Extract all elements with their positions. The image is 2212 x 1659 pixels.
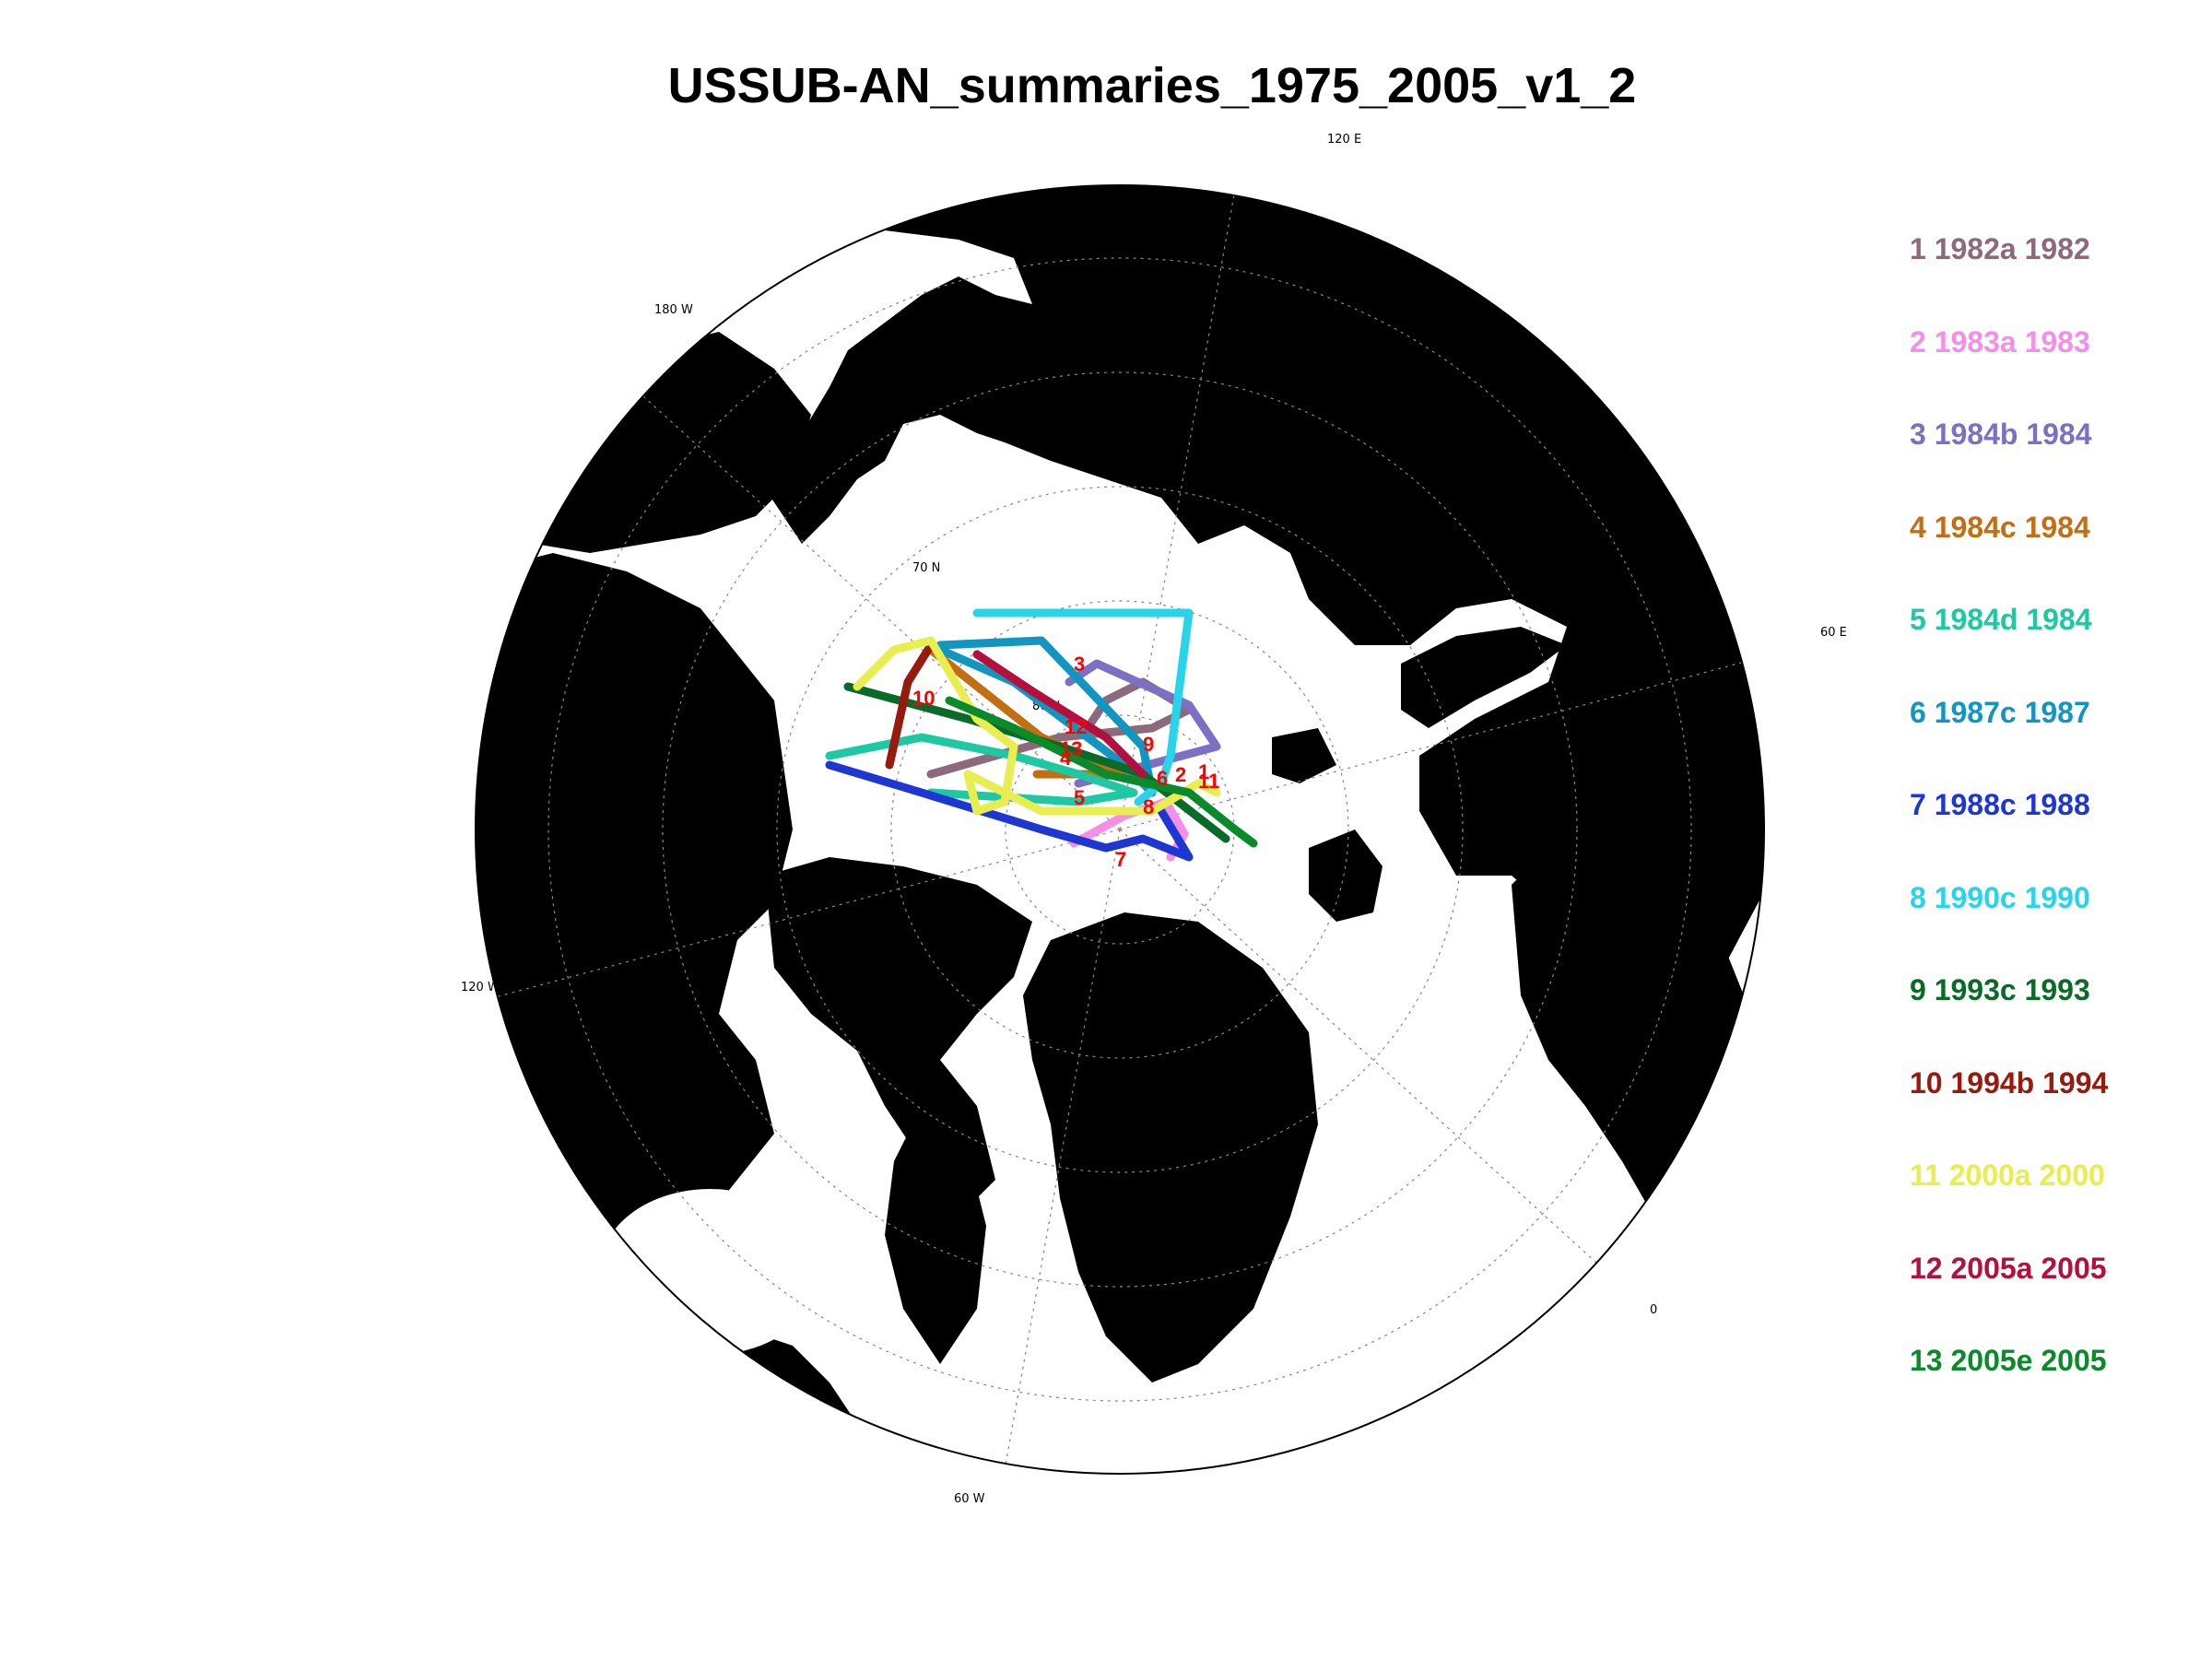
legend-item-10: 10 1994b 1994 [1910,1065,2109,1100]
land-alaska [516,332,811,553]
legend-item-6: 6 1987c 1987 [1910,695,2090,729]
track-12 [972,650,1147,779]
lon-label-0: 0 [1650,1303,1657,1317]
land-franz-josef [1272,728,1336,783]
lat-label-70n: 70 N [912,561,940,575]
track-label-12: 12 [1065,715,1087,738]
map-title: USSUB-AN_summaries_1975_2005_v1_2 [667,58,1637,113]
track-label-8: 8 [1143,795,1154,818]
track-label-5: 5 [1074,786,1085,809]
lon-label-60w: 60 W [954,1492,985,1506]
track-5 [825,733,1138,806]
track-label-13: 13 [1060,737,1082,760]
legend-item-1: 1 1982a 1982 [1910,232,2090,265]
track-label-7: 7 [1115,848,1126,871]
legend-item-13: 13 2005e 2005 [1910,1344,2107,1377]
track-8 [972,608,1194,806]
lat-label-60n: 60 N [737,400,765,414]
track-label-9: 9 [1143,733,1154,756]
track-10 [885,641,935,770]
track-label-6: 6 [1157,767,1168,790]
legend-item-7: 7 1988c 1988 [1910,788,2090,821]
lon-label-120w: 120 W [461,981,500,994]
track-label-11: 11 [1198,770,1219,793]
legend-item-12: 12 2005a 2005 [1910,1251,2107,1285]
lon-label-180w: 180 W [654,303,693,317]
submarine-tracks [825,608,1258,862]
legend-item-9: 9 1993c 1993 [1910,973,2090,1006]
legend-item-8: 8 1990c 1990 [1910,880,2090,914]
track-13 [945,696,1258,848]
hudson-bay [599,1189,820,1355]
map-boundary [475,184,1765,1475]
track-label-10: 10 [912,687,935,710]
land-greenland [1023,912,1318,1382]
legend-item-3: 3 1984b 1984 [1910,418,2092,451]
land-baffin [885,1106,986,1364]
legend-item-11: 11 2000a 2000 [1910,1159,2105,1192]
track-label-4: 4 [1060,747,1072,770]
lon-label-60e: 60 E [1820,626,1847,640]
land-svalbard [1309,830,1382,922]
land-novaya-zemlya [1401,627,1567,728]
land-masses [476,185,1764,1474]
track-label-3: 3 [1074,653,1085,676]
track-label-2: 2 [1175,763,1186,786]
land-canadian-archipelago [765,857,1032,1217]
longitude-labels: 120 E 60 E 0 60 W 120 W 180 W [461,133,1847,1506]
legend-item-2: 2 1983a 1983 [1910,324,2090,359]
lon-label-120e: 120 E [1327,133,1361,147]
legend-item-4: 4 1984c 1984 [1910,510,2090,544]
track-7 [825,760,1194,862]
track-11 [853,636,1221,816]
track-label-1: 1 [1198,760,1209,783]
legend-item-5: 5 1984d 1984 [1910,603,2092,636]
